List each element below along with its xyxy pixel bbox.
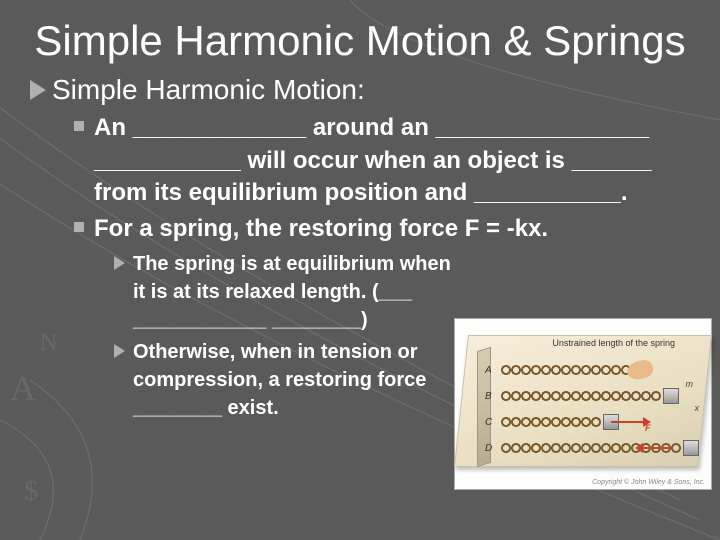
figure-axis-label: F: [645, 423, 651, 433]
sub-bullet-text: The spring is at equilibrium when it is …: [133, 250, 454, 334]
spring-icon: [501, 443, 681, 461]
figure-copyright: Copyright © John Wiley & Sons, Inc.: [592, 479, 705, 486]
sub-bullet-item: Otherwise, when in tension or compressio…: [114, 338, 454, 422]
svg-text:$: $: [24, 476, 38, 507]
force-arrow-icon: [611, 421, 645, 423]
sub-bullet-item: The spring is at equilibrium when it is …: [114, 250, 454, 334]
spring-diagram-figure: Unstrained length of the spring A B C D …: [454, 318, 712, 490]
slide-title: Simple Harmonic Motion & Springs: [30, 18, 690, 64]
spring-icon: [501, 417, 601, 435]
mass-block-icon: [683, 440, 699, 456]
mass-block-icon: [663, 388, 679, 404]
square-bullet-icon: [74, 222, 84, 232]
section-heading-row: Simple Harmonic Motion:: [30, 74, 690, 106]
figure-axis-label: m: [686, 379, 694, 389]
spring-icon: [501, 365, 631, 383]
bullet-text: An _____________ around an _____________…: [94, 112, 690, 209]
figure-row-label: C: [485, 417, 492, 428]
section-heading: Simple Harmonic Motion:: [52, 74, 365, 106]
figure-axis-label: x: [695, 403, 700, 413]
bullet-item: For a spring, the restoring force F = -k…: [74, 213, 690, 245]
arrow-right-icon: [114, 344, 125, 358]
square-bullet-icon: [74, 121, 84, 131]
bullet-item: An _____________ around an _____________…: [74, 112, 690, 209]
arrow-right-icon: [114, 256, 125, 270]
spring-icon: [501, 391, 661, 409]
figure-row-label: A: [485, 365, 492, 376]
figure-top-caption: Unstrained length of the spring: [552, 339, 675, 348]
force-arrow-icon: [641, 447, 671, 449]
figure-row-label: D: [485, 443, 492, 454]
figure-row-label: B: [485, 391, 492, 402]
sub-bullet-text: Otherwise, when in tension or compressio…: [133, 338, 454, 422]
arrow-right-icon: [30, 80, 46, 100]
bullet-text: For a spring, the restoring force F = -k…: [94, 213, 548, 245]
